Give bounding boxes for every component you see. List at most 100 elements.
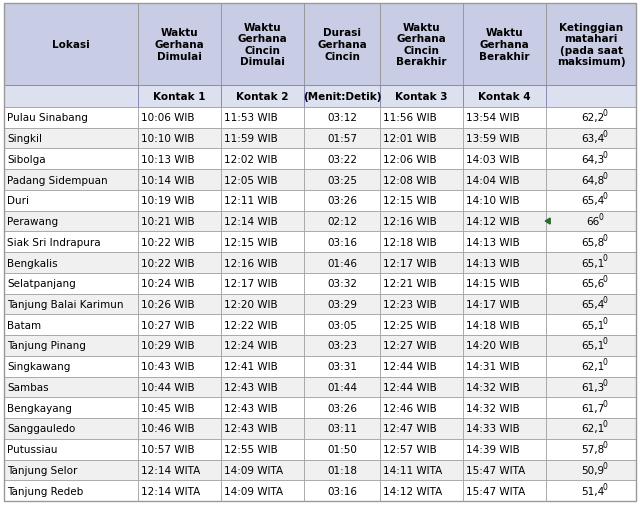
Text: 03:16: 03:16 [327,486,357,495]
Text: 12:57 WIB: 12:57 WIB [383,444,437,454]
Bar [138,356,221,377]
Bar [138,252,221,273]
Text: 10:22 WIB: 10:22 WIB [141,258,195,268]
Text: 0: 0 [602,109,607,118]
Bar [463,149,546,170]
Text: 14:39 WIB: 14:39 WIB [466,444,520,454]
Bar [304,418,380,439]
Bar [380,86,463,108]
Bar [380,460,463,480]
Bar [221,273,304,294]
Text: Padang Sidempuan: Padang Sidempuan [7,175,108,185]
Bar [546,480,636,501]
Text: Kontak 3: Kontak 3 [396,92,448,102]
Bar [304,108,380,128]
Text: 11:56 WIB: 11:56 WIB [383,113,437,123]
Bar [4,4,138,86]
Text: 03:11: 03:11 [327,424,357,434]
Text: 0: 0 [598,213,603,222]
Text: 12:27 WIB: 12:27 WIB [383,341,437,351]
Bar [463,397,546,418]
Bar [380,190,463,211]
Text: 03:12: 03:12 [327,113,357,123]
Text: 12:14 WIB: 12:14 WIB [224,217,278,227]
Text: 10:14 WIB: 10:14 WIB [141,175,195,185]
Bar [380,294,463,315]
Bar [4,86,138,108]
Text: 61,3: 61,3 [582,382,605,392]
Text: 10:19 WIB: 10:19 WIB [141,196,195,206]
Bar [138,86,221,108]
Bar [221,86,304,108]
Text: 12:17 WIB: 12:17 WIB [224,279,278,289]
Bar [546,397,636,418]
Bar [304,128,380,149]
Polygon shape [545,219,550,225]
Bar [546,294,636,315]
Bar [304,397,380,418]
Text: 10:13 WIB: 10:13 WIB [141,155,195,165]
Bar [4,190,138,211]
Text: 15:47 WITA: 15:47 WITA [466,465,525,475]
Bar [304,480,380,501]
Bar [221,294,304,315]
Text: 14:11 WITA: 14:11 WITA [383,465,442,475]
Bar [221,460,304,480]
Bar [4,149,138,170]
Text: 14:17 WIB: 14:17 WIB [466,299,520,310]
Text: Tanjung Balai Karimun: Tanjung Balai Karimun [7,299,124,310]
Text: 12:41 WIB: 12:41 WIB [224,362,278,372]
Bar [463,211,546,232]
Bar [221,418,304,439]
Bar [380,232,463,252]
Bar [221,211,304,232]
Text: (Menit:Detik): (Menit:Detik) [303,92,381,102]
Text: 12:16 WIB: 12:16 WIB [383,217,437,227]
Bar [4,294,138,315]
Bar [221,397,304,418]
Bar [138,108,221,128]
Text: 64,3: 64,3 [582,155,605,165]
Text: 66: 66 [586,217,600,227]
Text: 10:10 WIB: 10:10 WIB [141,134,194,144]
Bar [546,128,636,149]
Text: 0: 0 [602,254,607,263]
Bar [463,377,546,397]
Text: 0: 0 [602,192,607,201]
Text: 0: 0 [602,275,607,284]
Text: 12:18 WIB: 12:18 WIB [383,237,437,247]
Text: 13:59 WIB: 13:59 WIB [466,134,520,144]
Text: 10:44 WIB: 10:44 WIB [141,382,195,392]
Text: 01:44: 01:44 [327,382,357,392]
Bar [546,315,636,335]
Text: Bengkalis: Bengkalis [7,258,58,268]
Text: 15:47 WITA: 15:47 WITA [466,486,525,495]
Text: Ketinggian
matahari
(pada saat
maksimum): Ketinggian matahari (pada saat maksimum) [557,23,625,67]
Text: 62,2: 62,2 [582,113,605,123]
Bar [138,439,221,460]
Bar [380,377,463,397]
Bar [546,232,636,252]
Bar [221,315,304,335]
Bar [463,480,546,501]
Text: 10:57 WIB: 10:57 WIB [141,444,195,454]
Text: 0: 0 [602,482,607,490]
Bar [138,273,221,294]
Text: 14:04 WIB: 14:04 WIB [466,175,520,185]
Text: 14:32 WIB: 14:32 WIB [466,403,520,413]
Bar [304,377,380,397]
Bar [546,108,636,128]
Bar [221,377,304,397]
Text: 12:21 WIB: 12:21 WIB [383,279,437,289]
Bar [380,211,463,232]
Bar [304,190,380,211]
Text: 65,1: 65,1 [582,258,605,268]
Bar [546,170,636,190]
Bar [463,418,546,439]
Bar [463,232,546,252]
Text: 01:50: 01:50 [327,444,357,454]
Text: 01:18: 01:18 [327,465,357,475]
Text: 12:25 WIB: 12:25 WIB [383,320,437,330]
Text: 14:31 WIB: 14:31 WIB [466,362,520,372]
Bar [380,252,463,273]
